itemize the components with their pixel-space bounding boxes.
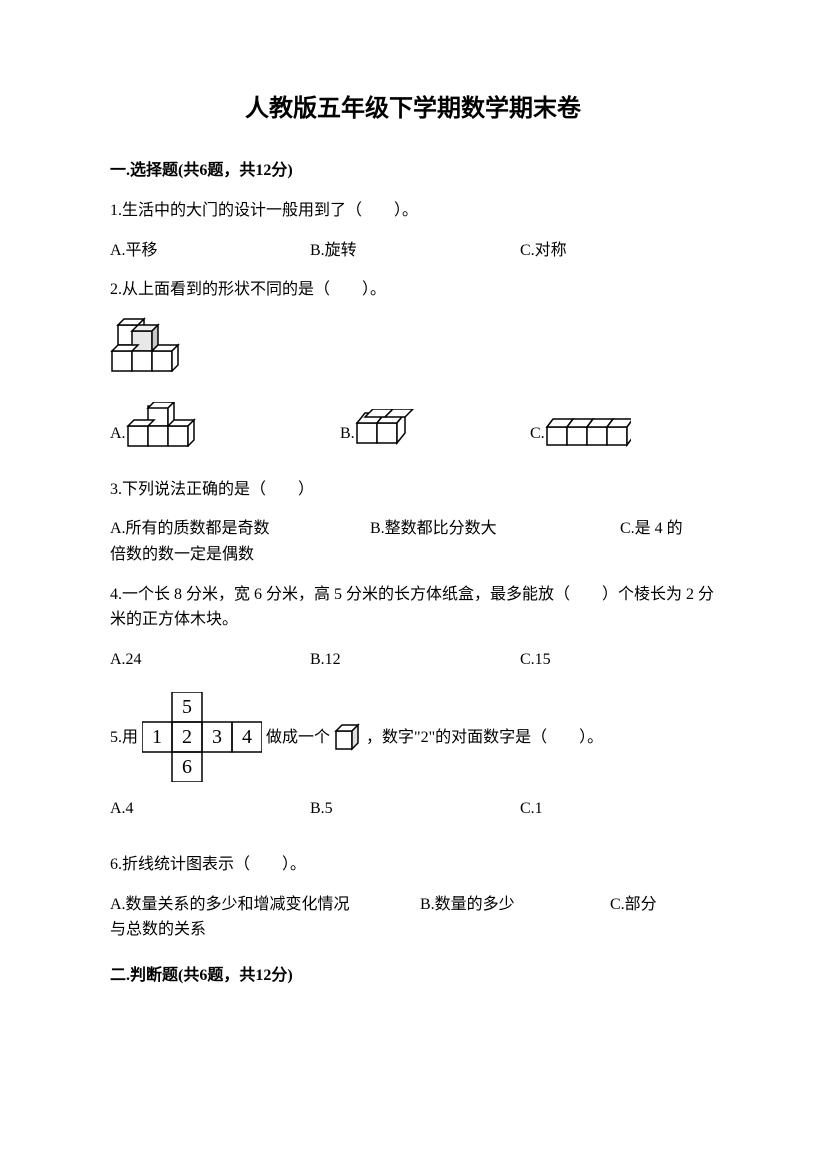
- q2-opt-c-label: C.: [530, 421, 545, 447]
- q5-options: A.4 B.5 C.1: [110, 796, 716, 822]
- q6-opt-a: A.数量关系的多少和增减变化情况: [110, 892, 420, 918]
- q6-opt-b: B.数量的多少: [420, 892, 610, 918]
- q5-mid1: 做成一个: [266, 725, 330, 751]
- net-cell-1: 1: [152, 726, 162, 748]
- net-cell-2: 2: [182, 726, 192, 748]
- q1-opt-b: B.旋转: [310, 238, 520, 264]
- q2-opt-a: A.: [110, 402, 340, 447]
- net-cell-3: 3: [212, 726, 222, 748]
- q2-text: 2.从上面看到的形状不同的是（ ）。: [110, 277, 716, 303]
- q1-options: A.平移 B.旋转 C.对称: [110, 238, 716, 264]
- q2-opt-c: C.: [530, 417, 710, 447]
- q3-text: 3.下列说法正确的是（ ）: [110, 477, 716, 503]
- q6-opt-c-cont: 与总数的关系: [110, 917, 716, 943]
- net-cell-5: 5: [182, 696, 192, 718]
- q5-opt-c: C.1: [520, 796, 680, 822]
- q1-opt-c: C.对称: [520, 238, 680, 264]
- q3-options: A.所有的质数都是奇数 B.整数都比分数大 C.是 4 的 倍数的数一定是偶数: [110, 516, 716, 567]
- q6-options: A.数量关系的多少和增减变化情况 B.数量的多少 C.部分 与总数的关系: [110, 892, 716, 943]
- q1-opt-a: A.平移: [110, 238, 310, 264]
- q5-mid2: ，数字"2"的对面数字是（ ）。: [366, 725, 603, 751]
- q5-opt-a: A.4: [110, 796, 310, 822]
- net-cell-6: 6: [182, 756, 192, 778]
- q1-text: 1.生活中的大门的设计一般用到了（ ）。: [110, 198, 716, 224]
- q5-opt-b: B.5: [310, 796, 520, 822]
- cube-icon: [334, 723, 362, 751]
- section-1-header: 一.选择题(共6题，共12分): [110, 158, 716, 184]
- q4-text: 4.一个长 8 分米，宽 6 分米，高 5 分米的长方体纸盒，最多能放（ ）个棱…: [110, 582, 716, 633]
- q6-opt-c: C.部分: [610, 892, 657, 918]
- cube-net-figure: 5 1 2 3 4 6: [142, 692, 262, 782]
- q5-row: 5.用 5 1 2 3 4 6 做成一个: [110, 692, 716, 782]
- q4-opt-a: A.24: [110, 647, 310, 673]
- q2-opt-b: B.: [340, 409, 530, 447]
- q3-opt-b: B.整数都比分数大: [370, 516, 620, 542]
- q4-options: A.24 B.12 C.15: [110, 647, 716, 673]
- q2-options: A. B.: [110, 402, 716, 447]
- q3-opt-c: C.是 4 的: [620, 516, 683, 542]
- q3-opt-c-cont: 倍数的数一定是偶数: [110, 542, 716, 568]
- section-2-header: 二.判断题(共6题，共12分): [110, 963, 716, 989]
- q4-opt-c: C.15: [520, 647, 680, 673]
- q5-prefix: 5.用: [110, 725, 138, 751]
- page-title: 人教版五年级下学期数学期末卷: [110, 90, 716, 128]
- q3-opt-a: A.所有的质数都是奇数: [110, 516, 370, 542]
- q4-opt-b: B.12: [310, 647, 520, 673]
- q6-text: 6.折线统计图表示（ ）。: [110, 852, 716, 878]
- q2-opt-a-label: A.: [110, 421, 126, 447]
- net-cell-4: 4: [242, 726, 252, 748]
- q2-opt-b-label: B.: [340, 421, 355, 447]
- q2-main-figure: [110, 317, 716, 372]
